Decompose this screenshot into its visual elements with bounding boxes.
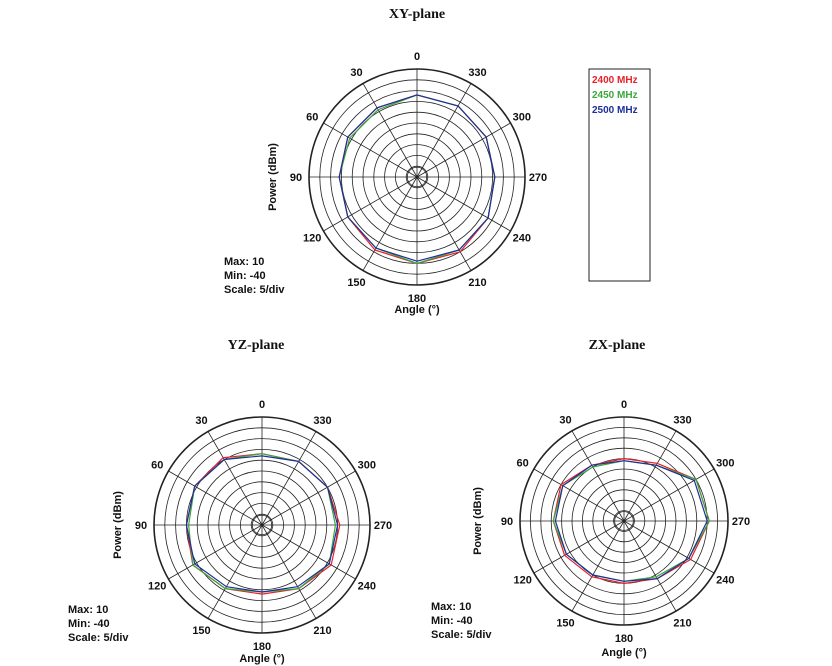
angle-tick-label: 30 [350, 67, 362, 79]
grid-spoke [623, 468, 715, 522]
series-2500-mhz [338, 94, 496, 262]
grid-spoke [623, 430, 677, 522]
grid-spoke [533, 468, 625, 522]
x-axis-label: Angle (°) [601, 647, 647, 659]
scale-info: Min: -40 [68, 618, 110, 630]
x-axis-label: Angle (°) [394, 304, 440, 316]
grid-spoke [571, 430, 625, 522]
angle-tick-label: 240 [716, 575, 734, 587]
angle-tick-label: 150 [347, 277, 365, 289]
angle-tick-label: 180 [408, 293, 426, 305]
angle-tick-label: 120 [513, 575, 531, 587]
angle-tick-label: 60 [151, 460, 163, 472]
angle-tick-label: 330 [468, 67, 486, 79]
legend: 2400 MHz 2450 MHz 2500 MHz [588, 68, 651, 282]
grid-spoke [416, 176, 511, 232]
grid-spoke [416, 83, 472, 178]
angle-tick-label: 150 [192, 625, 210, 637]
angle-tick-label: 180 [615, 633, 633, 645]
legend-item: 2400 MHz [592, 75, 638, 86]
scale-info: Scale: 5/div [68, 632, 129, 644]
grid-spoke [168, 524, 263, 580]
polar-plot-zx-plane: ZX-plane 0 30 60 90 120 150 180 210 240 270 300 330 A… [431, 338, 750, 659]
scale-info: Scale: 5/div [224, 284, 285, 296]
angle-tick-label: 0 [414, 51, 420, 63]
series-2500-mhz [185, 455, 339, 593]
angle-tick-label: 30 [559, 415, 571, 427]
legend-item: 2500 MHz [592, 105, 638, 116]
y-axis-label: Power (dBm) [112, 491, 124, 559]
angle-tick-label: 210 [313, 625, 331, 637]
grid-spoke [323, 176, 418, 232]
scale-info: Scale: 5/div [431, 629, 492, 641]
scale-info: Min: -40 [224, 270, 266, 282]
angle-tick-label: 60 [517, 458, 529, 470]
angle-tick-label: 30 [195, 415, 207, 427]
grid-spoke [416, 176, 472, 271]
plot-title: XY-plane [389, 7, 445, 22]
angle-tick-label: 240 [513, 233, 531, 245]
angle-tick-label: 0 [259, 399, 265, 411]
angle-tick-label: 150 [556, 617, 574, 629]
angle-tick-label: 270 [732, 516, 750, 528]
angle-tick-label: 210 [468, 277, 486, 289]
grid-spoke [362, 176, 418, 271]
scale-info: Max: 10 [224, 256, 264, 268]
angle-tick-label: 0 [621, 399, 627, 411]
angle-tick-label: 300 [513, 112, 531, 124]
plot-title: YZ-plane [228, 338, 285, 353]
y-axis-label: Power (dBm) [472, 487, 484, 555]
grid-spoke [261, 470, 356, 526]
grid-spoke [261, 431, 317, 526]
legend-box [588, 68, 651, 282]
angle-tick-label: 300 [716, 458, 734, 470]
grid-spoke [207, 431, 263, 526]
grid-spoke [207, 524, 263, 619]
polar-plot-xy-plane: XY-plane 0 30 60 90 120 150 180 210 240 270 300 330 A… [224, 7, 547, 316]
y-axis-label: Power (dBm) [267, 143, 279, 211]
legend-item: 2450 MHz [592, 90, 638, 101]
scale-info: Min: -40 [431, 615, 473, 627]
series-2500-mhz [554, 460, 708, 582]
grid-spoke [362, 83, 418, 178]
angle-tick-label: 90 [501, 516, 513, 528]
grid-spoke [623, 520, 677, 612]
grid-spoke [168, 470, 263, 526]
angle-tick-label: 330 [673, 415, 691, 427]
grid-spoke [323, 122, 418, 178]
angle-tick-label: 270 [374, 520, 392, 532]
angle-tick-label: 90 [135, 520, 147, 532]
grid-spoke [261, 524, 356, 580]
angle-tick-label: 60 [306, 112, 318, 124]
scale-info: Max: 10 [431, 601, 471, 613]
angle-tick-label: 300 [358, 460, 376, 472]
angle-tick-label: 270 [529, 172, 547, 184]
polar-plot-yz-plane: YZ-plane 0 30 60 90 120 150 180 210 240 270 300 330 A… [68, 338, 392, 665]
angle-tick-label: 210 [673, 617, 691, 629]
plot-title: ZX-plane [589, 338, 646, 353]
angle-tick-label: 180 [253, 641, 271, 653]
angle-tick-label: 120 [148, 581, 166, 593]
angle-tick-label: 120 [303, 233, 321, 245]
grid-spoke [416, 122, 511, 178]
x-axis-label: Angle (°) [239, 653, 285, 665]
grid-spoke [623, 520, 715, 574]
angle-tick-label: 330 [313, 415, 331, 427]
grid-spoke [533, 520, 625, 574]
grid-spoke [571, 520, 625, 612]
angle-tick-label: 240 [358, 581, 376, 593]
angle-tick-label: 90 [290, 172, 302, 184]
grid-spoke [261, 524, 317, 619]
scale-info: Max: 10 [68, 604, 108, 616]
